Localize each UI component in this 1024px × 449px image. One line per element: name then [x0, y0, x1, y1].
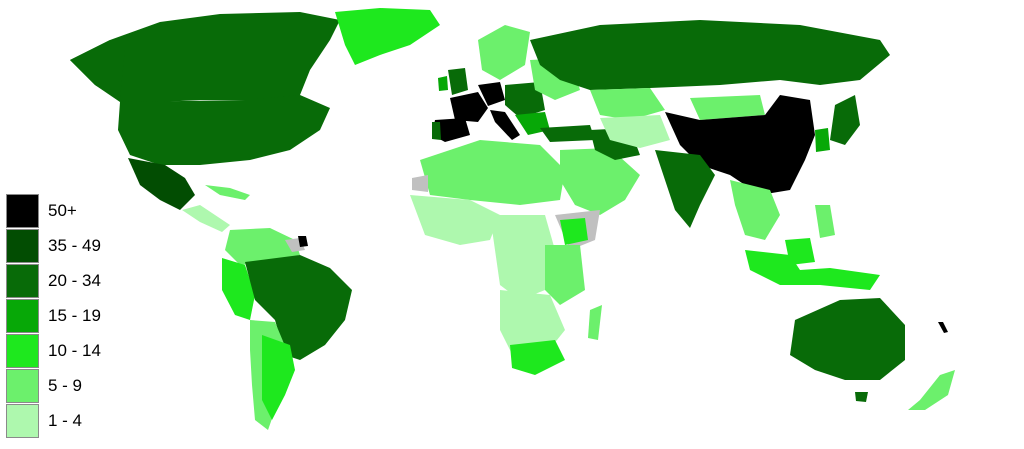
- region-alaska: [70, 40, 125, 100]
- region-indonesia: [745, 250, 880, 290]
- region-western-sahara: [412, 175, 428, 192]
- region-pacific-islands: [938, 322, 948, 333]
- legend-swatch: [6, 334, 39, 368]
- region-philippines: [815, 205, 835, 238]
- region-south-africa: [510, 340, 565, 375]
- region-uk: [448, 68, 468, 95]
- legend-label: 5 - 9: [48, 376, 83, 395]
- region-canada: [70, 12, 340, 110]
- region-west-africa: [410, 195, 500, 245]
- legend-label: 20 - 34: [48, 271, 101, 290]
- legend-label: 15 - 19: [48, 306, 101, 325]
- region-borneo: [785, 238, 815, 265]
- legend-row: 35 - 49: [6, 229, 151, 263]
- map-legend: 50+ 35 - 49 20 - 34 15 - 19 10 - 14 5 - …: [6, 194, 151, 438]
- region-russia: [530, 20, 890, 90]
- legend-row: 10 - 14: [6, 334, 151, 368]
- region-southeast-asia: [730, 180, 780, 240]
- region-kazakhstan: [590, 88, 665, 120]
- region-argentina: [262, 335, 295, 420]
- region-french-guiana: [298, 236, 308, 247]
- region-usa: [118, 95, 330, 165]
- legend-swatch: [6, 194, 39, 228]
- region-australia: [790, 298, 905, 380]
- region-scandinavia: [478, 25, 530, 80]
- legend-row: 5 - 9: [6, 369, 151, 403]
- region-china: [665, 95, 815, 195]
- region-ireland: [438, 76, 448, 91]
- legend-swatch: [6, 229, 39, 263]
- region-india: [655, 150, 715, 228]
- legend-swatch: [6, 369, 39, 403]
- region-france: [450, 92, 488, 122]
- region-madagascar: [588, 305, 602, 340]
- legend-row: 20 - 34: [6, 264, 151, 298]
- region-italy: [490, 110, 520, 140]
- legend-label: 10 - 14: [48, 341, 101, 360]
- region-korea: [815, 128, 830, 152]
- region-peru-andes: [222, 258, 255, 320]
- region-north-africa: [420, 140, 565, 205]
- region-northern-south-america: [225, 228, 300, 265]
- region-caribbean: [205, 185, 250, 200]
- region-central-europe: [505, 82, 545, 118]
- region-tasmania: [855, 392, 868, 402]
- region-central-america: [182, 205, 230, 232]
- legend-label: 1 - 4: [48, 411, 83, 430]
- region-mexico: [128, 158, 195, 210]
- region-central-asia: [600, 115, 670, 148]
- region-middle-east-arabia: [560, 148, 640, 215]
- region-east-africa: [545, 245, 585, 305]
- legend-label: 35 - 49: [48, 236, 101, 255]
- region-germany: [478, 82, 505, 106]
- region-brazil: [245, 255, 352, 360]
- region-ethiopia: [560, 218, 588, 245]
- region-iberia: [432, 118, 470, 142]
- region-portugal: [432, 122, 441, 140]
- legend-swatch: [6, 299, 39, 333]
- region-new-zealand: [908, 370, 955, 410]
- region-turkey: [540, 125, 595, 142]
- legend-label: 50+: [48, 201, 77, 220]
- legend-row: 1 - 4: [6, 404, 151, 438]
- legend-swatch: [6, 264, 39, 298]
- region-greenland: [335, 8, 440, 65]
- legend-row: 50+: [6, 194, 151, 228]
- region-central-africa: [490, 215, 555, 300]
- region-japan: [830, 95, 860, 145]
- legend-swatch: [6, 404, 39, 438]
- legend-row: 15 - 19: [6, 299, 151, 333]
- region-mongolia: [690, 95, 765, 120]
